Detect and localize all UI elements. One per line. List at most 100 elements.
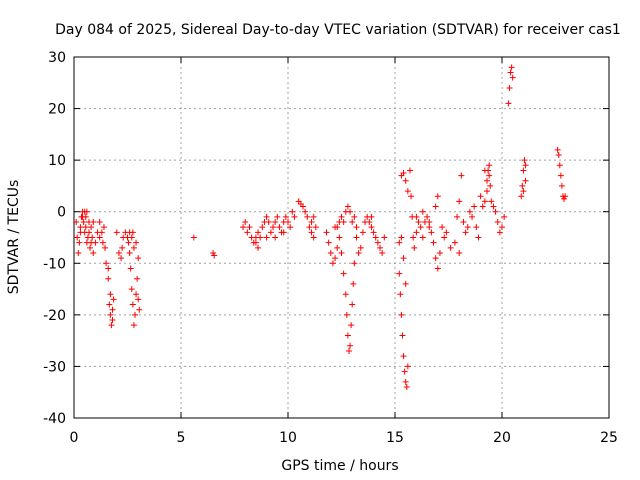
data-point bbox=[242, 219, 249, 226]
data-point bbox=[77, 224, 84, 231]
data-point bbox=[90, 249, 97, 256]
data-point bbox=[353, 224, 360, 231]
data-point bbox=[131, 311, 138, 318]
data-point bbox=[487, 182, 494, 189]
x-tick-label: 10 bbox=[279, 430, 297, 446]
data-point bbox=[90, 219, 97, 226]
data-point bbox=[479, 203, 486, 210]
data-point bbox=[76, 239, 83, 246]
data-point bbox=[381, 234, 388, 241]
data-point bbox=[115, 249, 122, 256]
data-point bbox=[252, 239, 259, 246]
data-point bbox=[473, 224, 480, 231]
x-axis: 0 5 10 15 20 25 bbox=[70, 57, 618, 446]
data-point bbox=[432, 255, 439, 262]
data-point bbox=[270, 224, 277, 231]
data-point bbox=[484, 177, 491, 184]
data-point bbox=[413, 229, 420, 236]
data-point bbox=[135, 255, 142, 262]
data-point bbox=[501, 213, 508, 220]
data-point bbox=[401, 368, 408, 375]
y-axis: 30 20 10 0 -10 -20 -30 -40 bbox=[43, 50, 609, 427]
data-point bbox=[469, 213, 476, 220]
data-point bbox=[99, 239, 106, 246]
data-point bbox=[349, 301, 356, 308]
data-point bbox=[454, 213, 461, 220]
data-point bbox=[507, 69, 514, 76]
data-point bbox=[402, 177, 409, 184]
data-point bbox=[323, 229, 330, 236]
data-point bbox=[471, 203, 478, 210]
data-point bbox=[272, 219, 279, 226]
data-point bbox=[109, 317, 116, 324]
data-point bbox=[329, 260, 336, 267]
data-point bbox=[312, 224, 319, 231]
data-point bbox=[562, 193, 569, 200]
data-point bbox=[107, 311, 114, 318]
data-point bbox=[267, 229, 274, 236]
data-point bbox=[486, 162, 493, 169]
data-point bbox=[499, 224, 505, 231]
data-point bbox=[289, 208, 296, 215]
data-point bbox=[255, 229, 262, 236]
data-point bbox=[291, 213, 298, 220]
data-point bbox=[359, 229, 366, 236]
data-point bbox=[408, 193, 415, 200]
x-tick-label: 20 bbox=[493, 430, 511, 446]
data-point bbox=[403, 384, 410, 391]
data-point bbox=[265, 219, 272, 226]
data-point bbox=[410, 234, 417, 241]
data-point bbox=[88, 224, 95, 231]
data-point bbox=[451, 239, 458, 246]
data-point bbox=[377, 244, 384, 251]
data-point bbox=[522, 177, 529, 184]
data-point bbox=[400, 170, 407, 177]
data-point bbox=[519, 182, 526, 189]
y-tick-label: -40 bbox=[43, 411, 66, 427]
data-point bbox=[439, 224, 446, 231]
data-point bbox=[338, 249, 345, 256]
data-point bbox=[402, 280, 409, 287]
data-point bbox=[400, 255, 407, 262]
x-tick-label: 25 bbox=[600, 430, 618, 446]
data-point bbox=[419, 208, 426, 215]
data-point bbox=[96, 219, 103, 226]
data-point bbox=[521, 157, 528, 164]
data-point bbox=[404, 188, 411, 195]
data-point bbox=[306, 224, 313, 231]
data-point bbox=[398, 311, 405, 318]
x-tick-label: 0 bbox=[70, 430, 79, 446]
data-point bbox=[263, 234, 270, 241]
data-point bbox=[522, 162, 529, 169]
data-point bbox=[496, 229, 503, 236]
data-point bbox=[255, 244, 262, 251]
data-point bbox=[518, 193, 525, 200]
data-point bbox=[129, 301, 136, 308]
data-point bbox=[426, 224, 433, 231]
data-point bbox=[130, 322, 137, 329]
data-point bbox=[126, 249, 133, 256]
data-point bbox=[190, 234, 197, 241]
data-point bbox=[494, 219, 501, 226]
data-point bbox=[353, 234, 360, 241]
data-point bbox=[210, 249, 217, 256]
data-point bbox=[561, 195, 568, 202]
data-point bbox=[370, 229, 377, 236]
data-point bbox=[366, 219, 373, 226]
data-point bbox=[92, 239, 99, 246]
data-point bbox=[343, 311, 350, 318]
data-point bbox=[96, 234, 103, 241]
data-point bbox=[74, 234, 81, 241]
data-point bbox=[402, 378, 409, 385]
data-point bbox=[100, 224, 107, 231]
data-point bbox=[419, 234, 426, 241]
y-tick-label: 30 bbox=[48, 50, 66, 66]
data-point bbox=[555, 151, 562, 158]
data-point bbox=[372, 234, 379, 241]
data-point bbox=[434, 193, 441, 200]
data-point bbox=[257, 234, 264, 241]
data-point bbox=[413, 213, 420, 220]
data-point bbox=[355, 249, 362, 256]
data-point bbox=[342, 291, 349, 298]
